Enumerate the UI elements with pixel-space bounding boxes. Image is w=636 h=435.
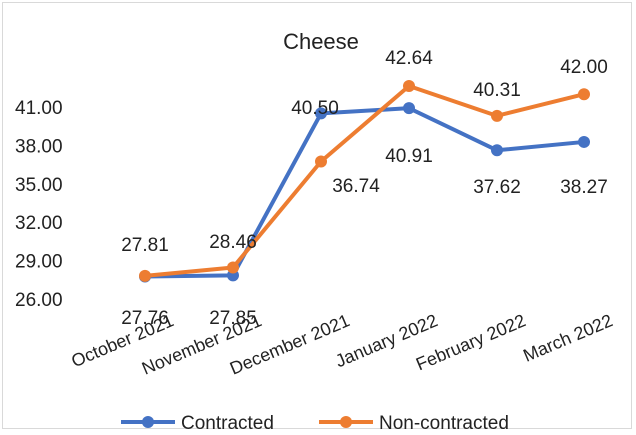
data-point [315, 107, 327, 120]
legend-label: Contracted [181, 413, 274, 430]
data-point [227, 261, 239, 274]
series-line [143, 106, 586, 279]
data-labels: 27.76 27.85 40.50 40.91 37.62 38.27 27.81 28.46… [121, 48, 608, 329]
data-label: 27.76 [121, 308, 169, 329]
series-line [143, 84, 586, 278]
data-point [315, 155, 327, 168]
chart-title: Cheese [283, 29, 359, 54]
data-point [578, 88, 590, 101]
data-label: 36.74 [332, 176, 380, 197]
data-label: 28.46 [209, 232, 257, 253]
legend-label: Non-contracted [379, 413, 509, 430]
data-label: 40.50 [291, 98, 339, 119]
data-label: 40.91 [385, 146, 433, 167]
data-label: 42.00 [560, 57, 608, 78]
y-tick-label: 41.00 [15, 98, 63, 119]
data-points [139, 80, 590, 283]
y-tick-label: 38.00 [15, 136, 63, 157]
y-axis: 26.00 29.00 32.00 35.00 38.00 41.00 [15, 98, 63, 311]
data-point [403, 102, 415, 115]
legend: Contracted Non-contracted [121, 413, 509, 434]
data-point [491, 109, 503, 122]
data-point [491, 144, 503, 157]
data-point [139, 269, 151, 282]
data-label: 27.85 [209, 308, 257, 329]
data-label: 27.81 [121, 235, 169, 256]
y-tick-label: 32.00 [15, 213, 63, 234]
data-label: 42.64 [385, 48, 433, 69]
data-point [403, 80, 415, 93]
data-label: 40.31 [473, 80, 521, 101]
y-tick-label: 35.00 [15, 175, 63, 196]
data-point [578, 135, 590, 148]
data-label: 38.27 [560, 177, 608, 198]
x-tick-label: March 2022 [520, 310, 615, 366]
data-label: 37.62 [473, 177, 521, 198]
y-tick-label: 26.00 [15, 290, 63, 311]
series-lines [143, 84, 586, 279]
y-tick-label: 29.00 [15, 252, 63, 273]
legend-marker [340, 416, 352, 428]
legend-marker [142, 416, 154, 428]
